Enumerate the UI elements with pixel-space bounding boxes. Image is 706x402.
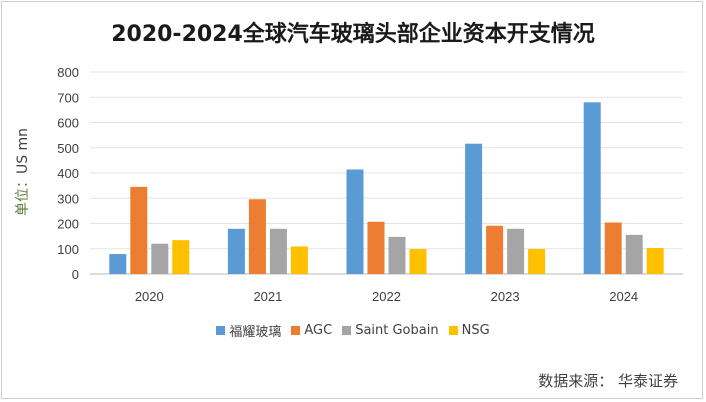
- bar-福耀玻璃-2024: [583, 102, 601, 274]
- chart-title: 2020-2024全球汽车玻璃头部企业资本开支情况: [111, 22, 595, 47]
- legend-swatch: [291, 326, 301, 335]
- bar-NSG-2020: [172, 240, 190, 274]
- bar-NSG-2022: [409, 249, 427, 274]
- bar-福耀玻璃-2023: [465, 143, 483, 274]
- source-note: 数据来源： 华泰证券: [538, 372, 678, 390]
- bar-AGC-2020: [130, 186, 148, 274]
- legend-swatch: [342, 326, 352, 335]
- bar-NSG-2021: [290, 246, 308, 274]
- bar-NSG-2023: [528, 249, 546, 274]
- legend-item: 福耀玻璃: [216, 321, 281, 340]
- y-tick-label: 800: [57, 65, 79, 80]
- legend-label: Saint Gobain: [355, 323, 439, 338]
- bar-Saint Gobain-2020: [151, 243, 169, 274]
- y-tick-label: 200: [57, 217, 79, 232]
- bar-福耀玻璃-2021: [227, 228, 245, 274]
- y-tick-label: 600: [57, 116, 79, 131]
- y-tick-label: 400: [57, 166, 79, 181]
- bar-福耀玻璃-2020: [109, 254, 127, 274]
- y-tick-label: 500: [57, 141, 79, 156]
- x-tick-label: 2023: [491, 289, 520, 304]
- bar-福耀玻璃-2022: [346, 169, 364, 274]
- bar-AGC-2022: [367, 221, 385, 274]
- legend-label: NSG: [461, 323, 490, 338]
- legend-item: Saint Gobain: [342, 321, 439, 340]
- legend-item: NSG: [448, 321, 490, 340]
- bar-AGC-2023: [486, 225, 504, 274]
- x-tick-label: 2021: [253, 289, 282, 304]
- y-tick-label: 300: [57, 191, 79, 206]
- legend-label: 福耀玻璃: [229, 325, 282, 340]
- legend: 福耀玻璃 AGC Saint Gobain NSG: [0, 321, 706, 340]
- bar-Saint Gobain-2024: [625, 234, 643, 274]
- legend-label: AGC: [304, 323, 333, 338]
- y-tick-label: 700: [57, 90, 79, 105]
- x-tick-label: 2020: [135, 289, 164, 304]
- legend-swatch: [216, 326, 226, 335]
- bar-Saint Gobain-2022: [388, 236, 406, 274]
- legend-item: AGC: [291, 321, 332, 340]
- bar-Saint Gobain-2023: [507, 228, 525, 274]
- x-tick-label: 2024: [609, 289, 638, 304]
- y-tick-label: 0: [72, 267, 79, 282]
- bar-NSG-2024: [646, 247, 664, 274]
- bar-Saint Gobain-2021: [269, 228, 287, 274]
- y-tick-label: 100: [57, 242, 79, 257]
- x-tick-label: 2022: [372, 289, 401, 304]
- bar-AGC-2024: [604, 222, 622, 274]
- bar-AGC-2021: [248, 199, 266, 274]
- legend-swatch: [448, 326, 458, 335]
